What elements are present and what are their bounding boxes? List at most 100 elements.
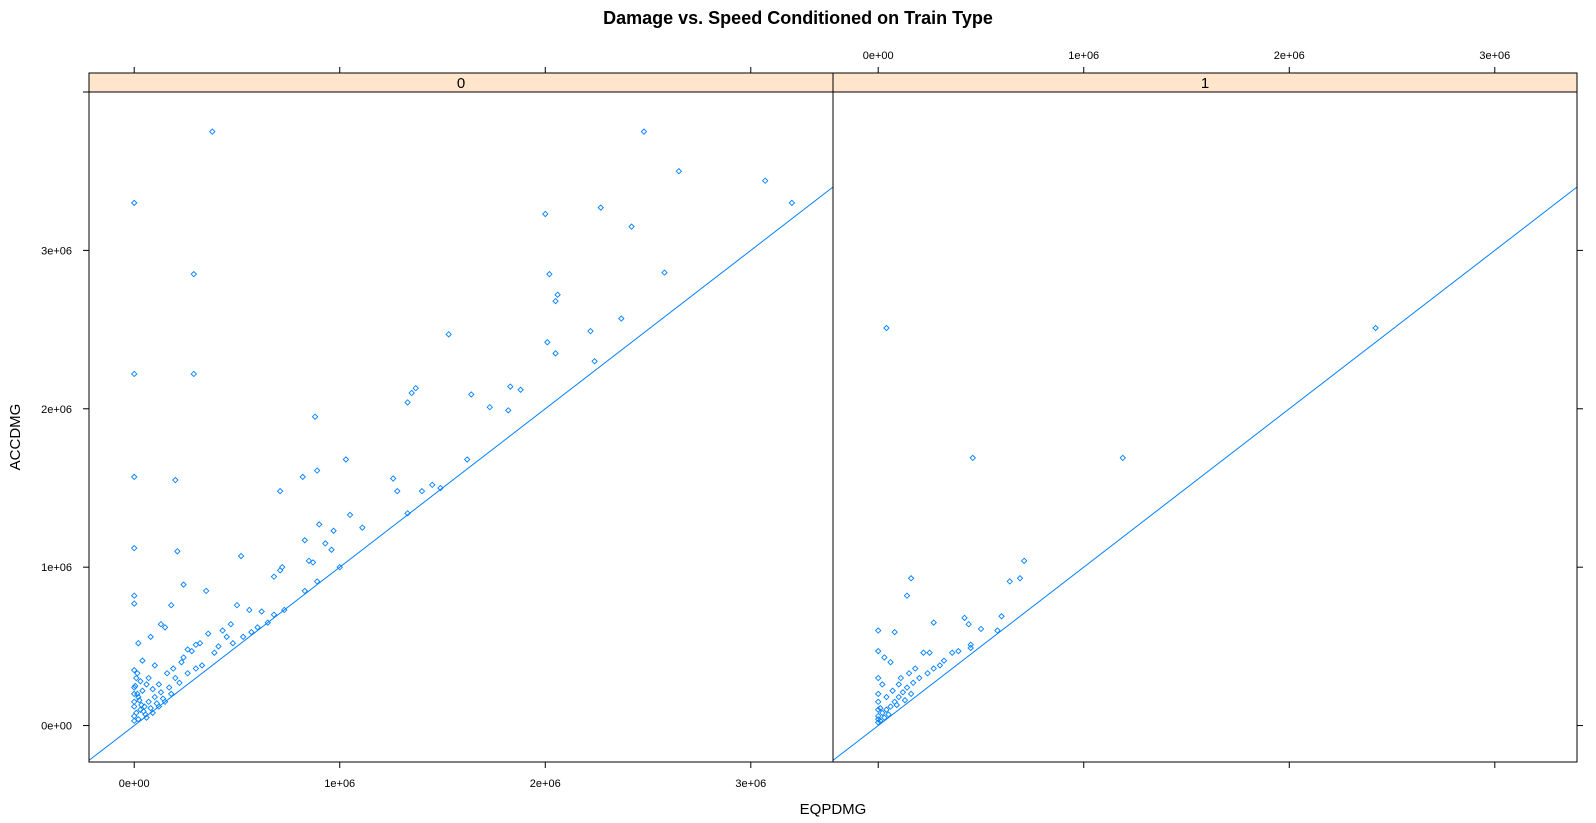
data-point [130, 666, 138, 674]
data-point [313, 467, 321, 474]
x-tick-label: 1e+06 [324, 778, 355, 790]
data-point [336, 563, 343, 571]
data-point [130, 199, 138, 207]
data-point [330, 527, 337, 534]
x-tick-label: 0e+00 [119, 778, 150, 790]
data-point [184, 646, 191, 653]
panel-data [833, 186, 1577, 761]
data-point [389, 475, 397, 482]
data-point [879, 681, 886, 688]
data-point [209, 128, 216, 135]
data-point [192, 665, 200, 672]
data-point [301, 587, 309, 595]
data-point [130, 684, 138, 691]
data-point [967, 641, 974, 649]
data-point [204, 630, 212, 637]
data-point [544, 339, 551, 346]
data-point [137, 677, 144, 685]
data-point [143, 681, 150, 688]
data-point [264, 619, 272, 626]
data-point [281, 606, 288, 614]
strip-label: 0 [457, 75, 465, 92]
y-tick-label: 0e+00 [41, 721, 72, 733]
x-tick-label: 0e+00 [863, 50, 894, 62]
data-point [903, 592, 911, 599]
data-point [246, 606, 253, 614]
data-point [130, 473, 138, 481]
data-point [874, 719, 882, 726]
y-tick-label: 2e+06 [41, 404, 72, 416]
data-point [149, 685, 156, 693]
data-point [916, 674, 923, 682]
y-axis-title: ACCDMG [7, 404, 24, 471]
data-point [887, 703, 894, 710]
data-point [145, 698, 152, 706]
data-point [215, 643, 222, 650]
reference-line [89, 186, 833, 761]
data-point [229, 639, 237, 647]
data-point [276, 487, 284, 495]
data-point [428, 481, 436, 489]
panel-frame [88, 91, 834, 763]
data-point [885, 711, 892, 718]
data-point [184, 670, 191, 677]
data-point [895, 693, 903, 701]
data-point [874, 647, 882, 655]
data-point [278, 563, 286, 571]
data-point [163, 670, 171, 677]
data-point [248, 628, 255, 636]
data-point [138, 701, 145, 709]
data-point [239, 633, 247, 641]
data-point [977, 625, 985, 633]
data-point [322, 540, 329, 547]
data-point [883, 706, 890, 713]
y-tick-label: 3e+06 [41, 245, 72, 257]
data-point [445, 331, 452, 338]
x-tick-label: 3e+06 [735, 778, 766, 790]
data-point [346, 511, 354, 519]
x-tick-label: 1e+06 [1068, 50, 1099, 62]
data-point [178, 658, 185, 666]
data-point [907, 690, 915, 698]
data-point [237, 552, 245, 560]
data-point [881, 654, 888, 661]
data-point [661, 269, 668, 276]
data-point [893, 701, 900, 709]
data-point [874, 706, 882, 713]
data-point [418, 487, 426, 495]
data-point [412, 384, 420, 392]
data-point [155, 703, 163, 710]
data-point [130, 592, 138, 599]
data-point [394, 487, 401, 495]
data-point [130, 703, 138, 710]
data-point [342, 456, 350, 463]
data-point [328, 546, 335, 553]
data-point [675, 167, 683, 175]
data-point [761, 177, 769, 184]
data-point [258, 608, 265, 615]
data-point [155, 681, 163, 688]
data-point [136, 696, 143, 704]
data-point [546, 270, 553, 278]
data-point [227, 620, 235, 628]
data-point [926, 649, 933, 656]
data-point [437, 484, 444, 492]
data-point [174, 548, 181, 555]
y-tick-label: 1e+06 [41, 562, 72, 574]
data-point [874, 698, 882, 706]
data-point [167, 690, 175, 698]
data-point [233, 601, 241, 609]
data-point [211, 649, 218, 656]
data-point [874, 674, 882, 682]
data-point [134, 670, 141, 677]
panel-0: 0 0e+00 1e+06 2e+06 3e+06 0e+00 1e+06 2e+06 3e+0… [41, 67, 834, 790]
data-point [133, 674, 140, 682]
data-point [135, 639, 142, 647]
data-point [901, 696, 909, 704]
data-point [1020, 557, 1028, 565]
data-point [190, 270, 198, 278]
data-point [270, 611, 278, 618]
data-point [142, 711, 149, 718]
data-point [897, 674, 905, 682]
data-point [486, 403, 494, 411]
